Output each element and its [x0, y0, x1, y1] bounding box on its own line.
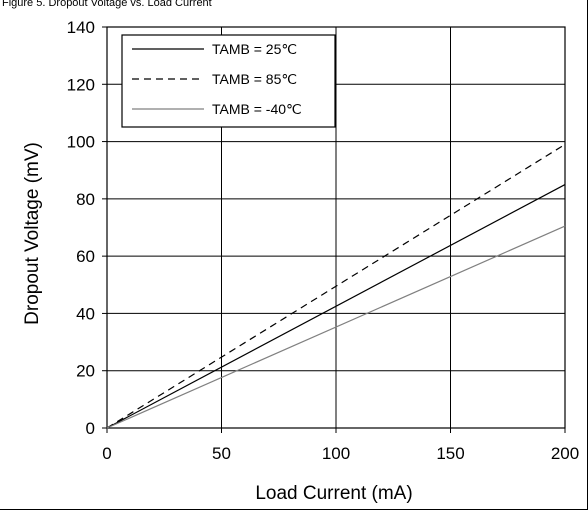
- y-tick-label: 120: [67, 75, 95, 94]
- y-tick-label: 140: [67, 18, 95, 37]
- y-tick-label: 100: [67, 133, 95, 152]
- legend-label: TAMB = 25℃: [212, 41, 297, 57]
- x-tick-label: 100: [322, 444, 350, 463]
- y-tick-label: 40: [76, 304, 95, 323]
- y-axis-title: Dropout Voltage (mV): [22, 142, 43, 325]
- figure-caption: Figure 5. Dropout Voltage vs. Load Curre…: [2, 0, 212, 9]
- legend-label: TAMB = -40℃: [212, 101, 302, 117]
- y-tick-label: 20: [76, 362, 95, 381]
- x-tick-label: 50: [212, 444, 231, 463]
- x-tick-label: 0: [102, 444, 111, 463]
- series-line-3: [106, 225, 566, 429]
- series-line-2: [106, 143, 566, 429]
- y-tick-label: 60: [76, 247, 95, 266]
- x-tick-label: 150: [436, 444, 464, 463]
- y-tick-label: 0: [86, 419, 95, 438]
- x-tick-label: 200: [551, 444, 579, 463]
- legend-box: [121, 34, 336, 128]
- legend-label: TAMB = 85℃: [212, 71, 297, 87]
- x-axis-title: Load Current (mA): [255, 483, 412, 504]
- y-tick-label: 80: [76, 190, 95, 209]
- series-line-1: [106, 184, 566, 429]
